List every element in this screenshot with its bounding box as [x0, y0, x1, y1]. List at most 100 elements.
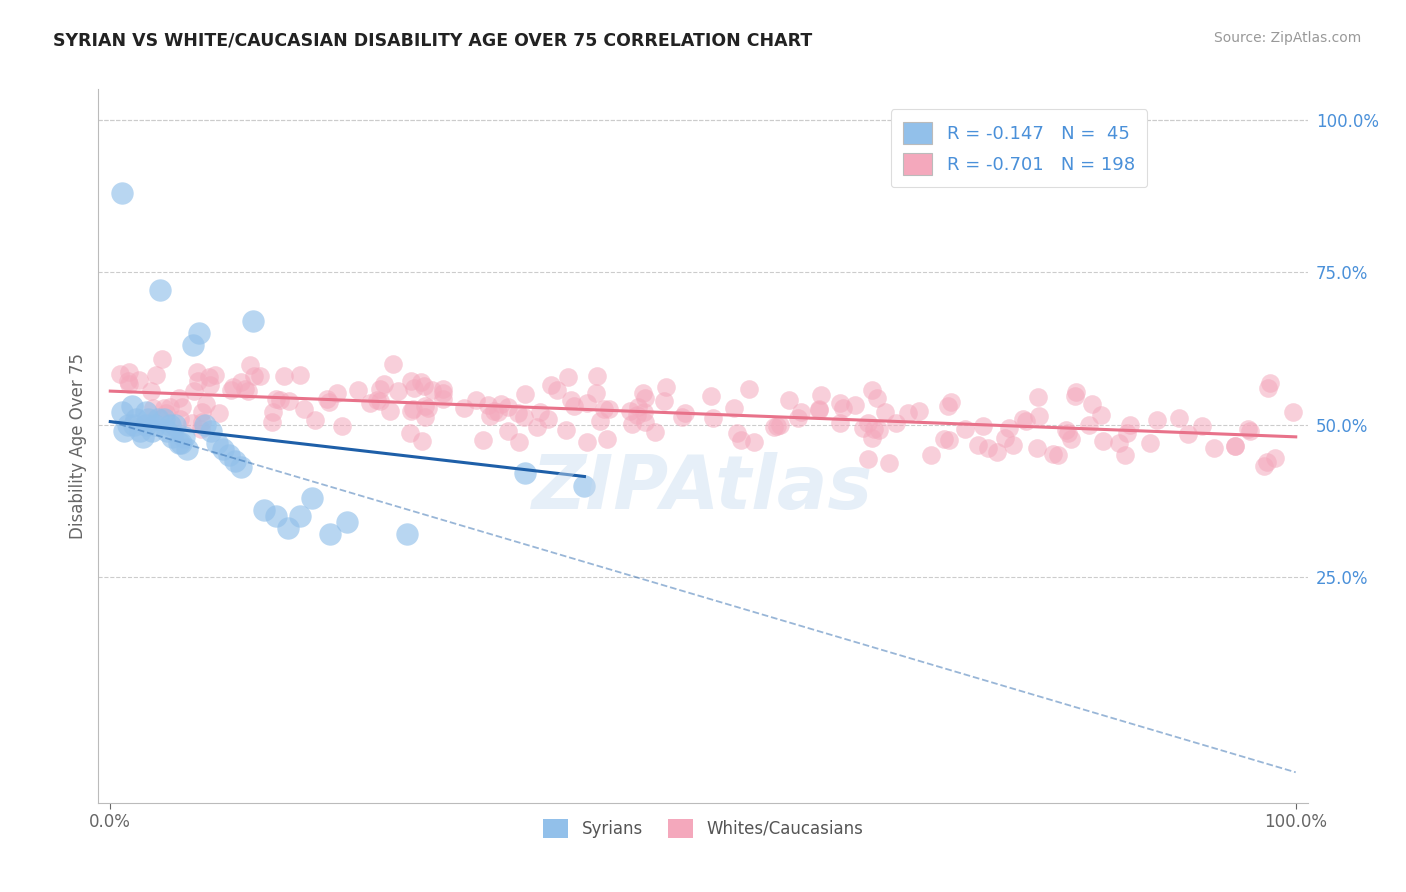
- Point: [318, 395, 340, 409]
- Text: ZIPAtlas: ZIPAtlas: [533, 452, 873, 525]
- Point: [143, 417, 166, 432]
- Point: [292, 402, 315, 417]
- Point: [170, 436, 193, 450]
- Point: [200, 424, 222, 438]
- Point: [586, 369, 609, 384]
- Point: [249, 369, 271, 384]
- Point: [1057, 425, 1080, 440]
- Point: [742, 434, 765, 449]
- Point: [1204, 441, 1226, 455]
- Point: [1119, 417, 1142, 432]
- Point: [160, 430, 183, 444]
- Point: [167, 436, 190, 450]
- Point: [860, 431, 883, 445]
- Point: [920, 448, 942, 462]
- Point: [932, 432, 955, 446]
- Point: [253, 503, 276, 517]
- Point: [633, 405, 655, 419]
- Point: [180, 416, 202, 430]
- Point: [136, 411, 159, 425]
- Point: [316, 392, 339, 406]
- Point: [884, 416, 907, 430]
- Point: [200, 377, 222, 392]
- Point: [373, 376, 395, 391]
- Point: [496, 401, 519, 415]
- Point: [936, 400, 959, 414]
- Point: [1139, 436, 1161, 450]
- Point: [399, 404, 422, 418]
- Text: Source: ZipAtlas.com: Source: ZipAtlas.com: [1213, 31, 1361, 45]
- Point: [626, 400, 648, 414]
- Point: [222, 380, 245, 394]
- Point: [301, 491, 323, 505]
- Point: [1223, 439, 1246, 453]
- Point: [233, 382, 256, 396]
- Point: [673, 406, 696, 420]
- Point: [766, 419, 789, 434]
- Point: [589, 414, 612, 428]
- Point: [146, 411, 169, 425]
- Point: [366, 392, 388, 407]
- Point: [1282, 405, 1305, 419]
- Point: [1239, 424, 1261, 438]
- Point: [420, 384, 443, 398]
- Point: [413, 379, 436, 393]
- Point: [908, 403, 931, 417]
- Point: [378, 404, 401, 418]
- Point: [318, 527, 340, 541]
- Point: [269, 392, 291, 407]
- Point: [387, 384, 409, 398]
- Point: [183, 384, 205, 398]
- Point: [620, 417, 643, 432]
- Point: [264, 509, 287, 524]
- Point: [477, 398, 499, 412]
- Point: [977, 441, 1000, 455]
- Point: [242, 314, 264, 328]
- Point: [395, 527, 418, 541]
- Point: [404, 381, 426, 395]
- Point: [432, 382, 454, 396]
- Point: [1092, 434, 1115, 448]
- Point: [399, 374, 422, 388]
- Point: [152, 401, 174, 415]
- Point: [546, 383, 568, 397]
- Point: [1015, 414, 1038, 428]
- Point: [181, 338, 204, 352]
- Point: [159, 400, 181, 414]
- Point: [877, 456, 900, 470]
- Point: [229, 376, 252, 390]
- Point: [346, 383, 368, 397]
- Point: [176, 442, 198, 456]
- Point: [828, 417, 851, 431]
- Point: [939, 395, 962, 409]
- Point: [159, 417, 181, 432]
- Point: [536, 411, 558, 425]
- Point: [125, 411, 148, 425]
- Point: [1025, 441, 1047, 455]
- Point: [111, 405, 134, 419]
- Point: [655, 380, 678, 394]
- Point: [897, 406, 920, 420]
- Point: [122, 417, 145, 432]
- Point: [778, 393, 800, 408]
- Point: [526, 419, 548, 434]
- Point: [110, 367, 132, 381]
- Point: [432, 386, 454, 401]
- Point: [1191, 419, 1213, 434]
- Point: [529, 405, 551, 419]
- Point: [860, 383, 883, 397]
- Point: [1002, 438, 1025, 452]
- Point: [560, 393, 582, 408]
- Point: [479, 409, 502, 424]
- Point: [1042, 447, 1064, 461]
- Point: [830, 396, 852, 410]
- Point: [738, 382, 761, 396]
- Point: [1046, 448, 1069, 462]
- Point: [135, 417, 157, 432]
- Point: [167, 392, 190, 406]
- Point: [1168, 411, 1191, 425]
- Point: [1060, 432, 1083, 446]
- Point: [762, 420, 785, 434]
- Point: [195, 396, 218, 410]
- Point: [1264, 450, 1286, 465]
